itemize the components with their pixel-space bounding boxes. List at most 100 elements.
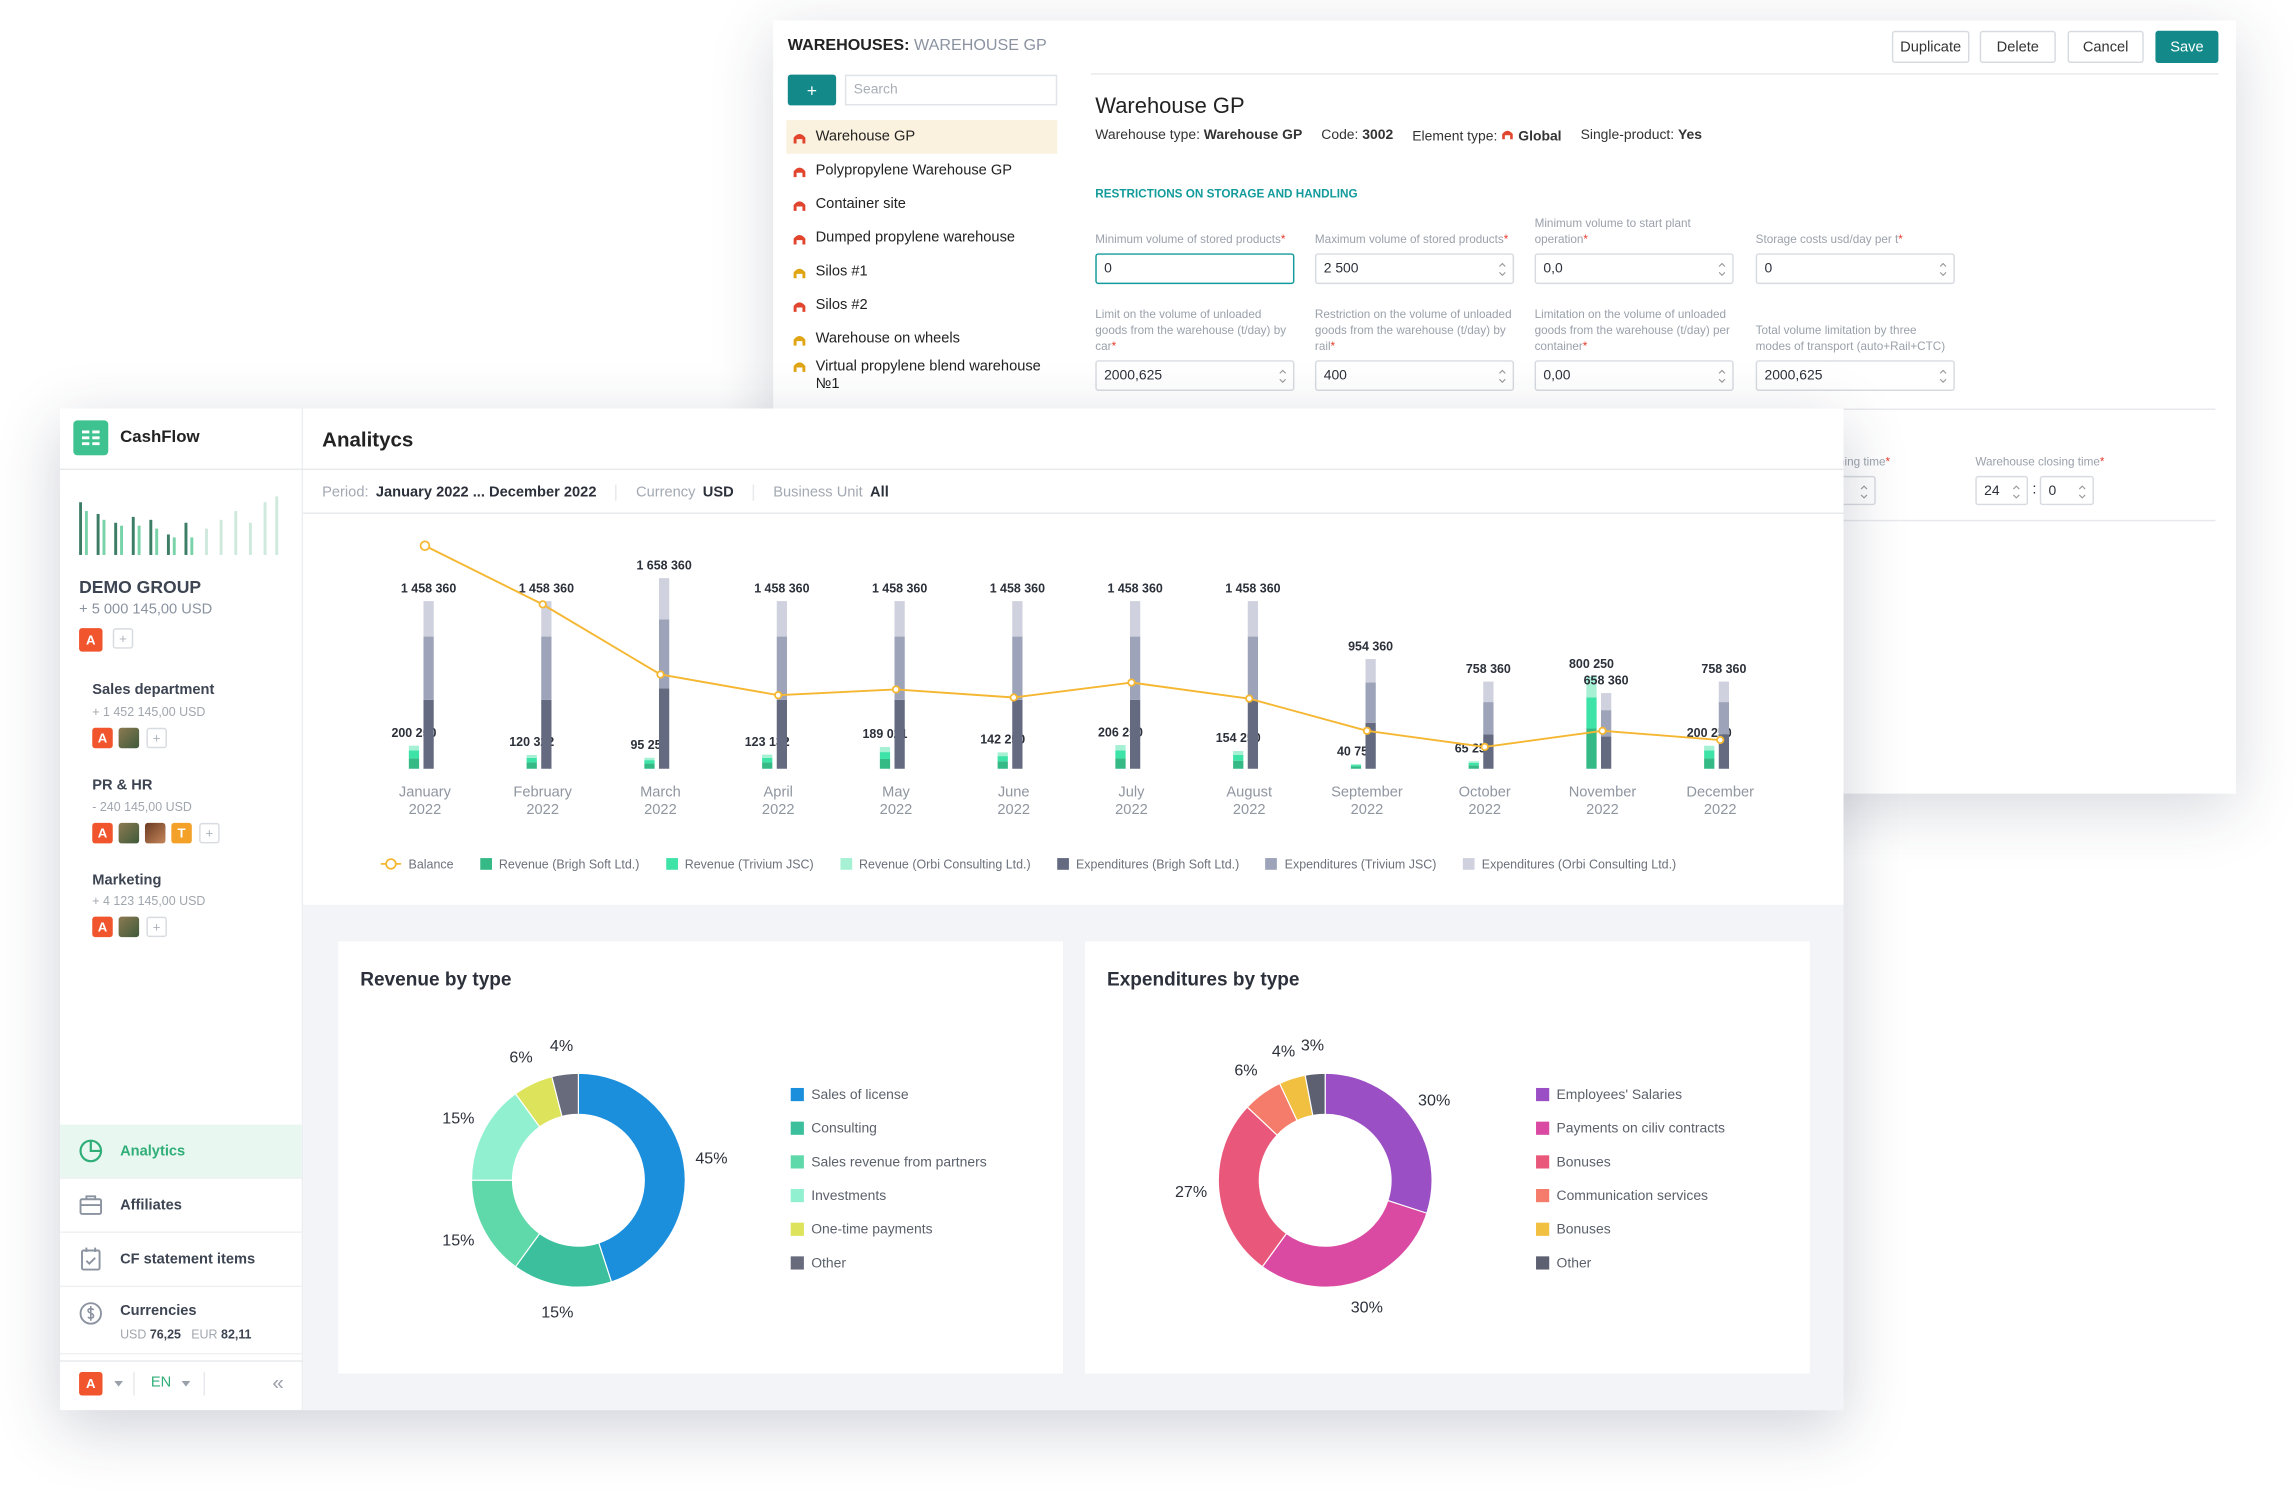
divider [133,1372,135,1396]
avatar[interactable]: A [79,628,103,652]
section-title: RESTRICTIONS ON STORAGE AND HANDLING [1095,187,1358,201]
save-button[interactable]: Save [2155,30,2219,63]
bar-segment [658,619,670,689]
avatar[interactable]: A [92,727,113,749]
nav-item-active[interactable]: Analytics [60,1124,302,1179]
legend-item[interactable]: Balance [380,857,454,871]
list-item[interactable]: Dumped propylene warehouse [786,221,1057,255]
bar-segment [658,578,670,620]
label-wrap: Minimum volume to start plant operation* [1535,215,1734,247]
bar-segment [541,699,552,769]
avatar-photo[interactable] [118,727,140,749]
add-avatar[interactable]: + [146,727,167,749]
info-label: Element type: [1412,128,1498,145]
input-value: 2000,625 [1104,367,1163,384]
dropdown-caret [181,1380,191,1387]
bar-segment [1704,750,1715,759]
legend-swatch [1265,858,1278,870]
bar-segment [1350,765,1362,767]
stack-total-label: 200 250 [1687,726,1732,740]
list-item[interactable]: Silos #1 [786,255,1057,289]
add-avatar[interactable]: + [199,822,220,844]
bar-segment [1718,681,1730,703]
filter[interactable]: Period: January 2022 ... December 2022 [322,484,615,500]
divider [60,468,304,471]
number-input[interactable]: 2000,625 [1755,360,1955,391]
x-tick-label: June 2022 [997,784,1030,819]
legend-item[interactable]: Expenditures (Trivium JSC) [1265,857,1436,871]
list-item[interactable]: Container site [786,187,1057,221]
number-input[interactable]: 0,00 [1534,360,1734,391]
group-amount: + 5 000 145,00 USD [79,601,213,618]
spinner [1860,485,1868,499]
label-text: Minimum volume of stored products [1095,232,1281,246]
bar-segment [1586,697,1597,729]
bar-segment [1115,745,1126,751]
number-input[interactable]: 2000,625 [1095,360,1295,391]
list-item[interactable]: Silos #2 [786,288,1057,322]
avatar[interactable]: A [92,916,113,938]
list-item[interactable]: Warehouse GP [786,120,1058,154]
number-input[interactable]: 0 [1755,253,1955,285]
nav-item[interactable]: Currencies USD 76,25 EUR 82,11 [60,1287,302,1355]
balance-point [1480,742,1489,752]
legend-item[interactable]: Expenditures (Brigh Soft Ltd.) [1056,857,1239,871]
filter-label: Business Unit [773,483,863,501]
filter-label: Currency [636,483,696,501]
filter[interactable]: Currency USD [615,483,753,501]
list-item-label: Silos #1 [815,263,868,280]
label-wrap: Maximum volume of stored products* [1315,231,1508,247]
bar-segment [776,636,787,700]
legend-swatch [479,858,492,870]
collapse-button[interactable]: « [272,1370,284,1394]
list-item[interactable]: Warehouse on wheels [786,322,1057,356]
legend-item[interactable]: Revenue (Trivium JSC) [665,857,814,871]
avatar-photo[interactable] [118,822,140,844]
bar-segment [1718,734,1730,769]
number-input[interactable]: 0 [1095,253,1295,285]
avatar[interactable]: A [92,822,113,844]
department-name: Sales department [92,682,215,699]
avatar[interactable]: T [171,822,192,844]
language[interactable]: EN [150,1374,172,1392]
avatar-photo[interactable] [144,822,166,844]
list-item[interactable]: Virtual propylene blend warehouse №1 [786,359,1057,403]
legend-item[interactable]: Revenue (Orbi Consulting Ltd.) [839,857,1031,871]
bar-legend: Balance Revenue (Brigh Soft Ltd.) Revenue … [380,856,1677,872]
detail-heading: Warehouse GP [1095,93,1245,119]
nav-item[interactable]: Affiliates [60,1179,302,1233]
user-avatar[interactable]: A [79,1372,103,1396]
bar-segment [879,747,891,753]
minutes-input[interactable]: 0 [2039,475,2094,506]
legend-label: Expenditures (Orbi Consulting Ltd.) [1481,856,1677,872]
nav-label: Affiliates [120,1197,182,1214]
spinner-arrows [1939,369,1947,384]
add-button[interactable]: + [787,74,837,106]
avatar-photo[interactable] [118,916,140,938]
duplicate-button[interactable]: Duplicate [1891,30,1970,63]
revenue-card: Revenue by type [338,941,1064,1374]
number-input[interactable]: 400 [1314,360,1515,391]
filter-label: Period: [322,483,369,501]
delete-button[interactable]: Delete [1979,30,2056,63]
bar-segment [526,757,537,763]
list-item[interactable]: Polypropylene Warehouse GP [786,154,1057,188]
balance-point [1009,693,1018,702]
number-input[interactable]: 2 500 [1314,253,1515,285]
bar-segment [1483,702,1494,735]
sidebar: CashFlow DEMO GROUP + 5 000 145,00 USD A… [60,408,304,1411]
stack-total-label: 206 250 [1098,725,1143,739]
legend-item[interactable]: Expenditures (Orbi Consulting Ltd.) [1462,856,1677,872]
search-input[interactable]: Search [844,74,1058,106]
add-avatar[interactable]: + [146,916,167,938]
filter[interactable]: Business Unit All [752,483,908,501]
hours-input[interactable]: 24 [1975,475,2029,506]
cancel-button[interactable]: Cancel [2067,30,2144,63]
bar-segment [997,761,1008,769]
nav-item[interactable]: CF statement items [60,1233,302,1288]
add-avatar[interactable]: + [112,628,134,649]
bar-segment [541,636,552,700]
legend-item[interactable]: Revenue (Brigh Soft Ltd.) [479,857,639,871]
number-input[interactable]: 0,0 [1534,253,1734,285]
bar-segment [879,758,891,769]
